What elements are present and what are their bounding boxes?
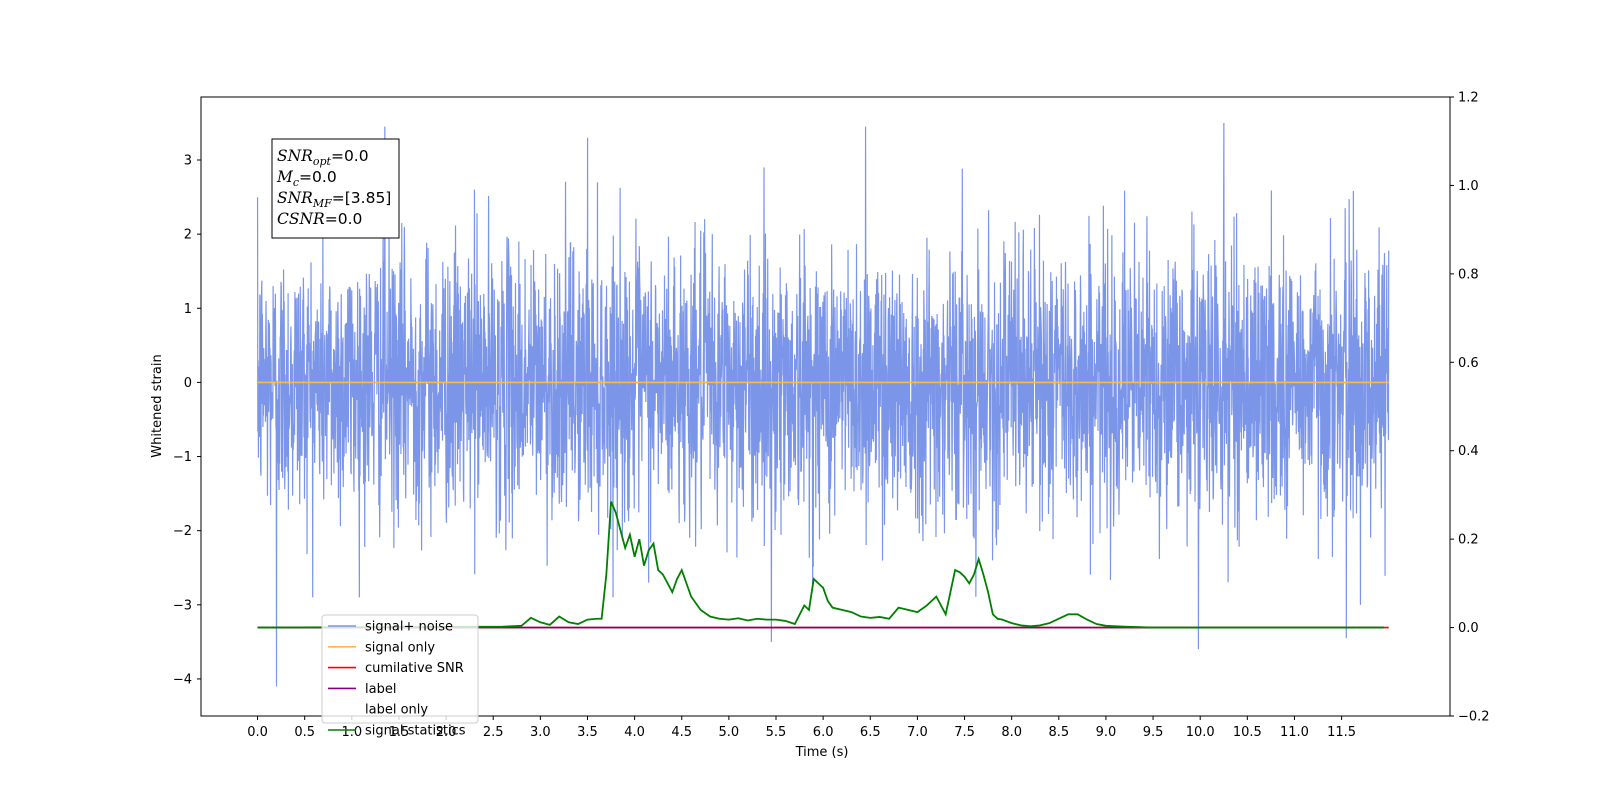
x-tick-label: 5.0 xyxy=(719,725,740,740)
legend-entry: signal statistics xyxy=(365,724,466,739)
x-tick-label: 2.5 xyxy=(483,725,504,740)
annotation-line: Mc=0.0 xyxy=(276,168,337,189)
x-tick-label: 7.0 xyxy=(907,725,928,740)
annotation-subscript: opt xyxy=(313,155,332,168)
x-tick-label: 7.5 xyxy=(954,725,975,740)
annotation-value: =0.0 xyxy=(299,168,337,186)
x-tick-label: 1.5 xyxy=(389,725,410,740)
y-tick-label-left: −1 xyxy=(173,450,192,465)
annotation-subscript: MF xyxy=(312,197,332,210)
y-tick-label-left: −2 xyxy=(173,524,192,539)
legend-entry: signal only xyxy=(365,640,435,655)
y-tick-label-right: −0.2 xyxy=(1458,710,1490,725)
x-axis-label: Time (s) xyxy=(795,745,849,760)
y-tick-label-left: 1 xyxy=(184,302,192,317)
x-tick-label: 4.5 xyxy=(671,725,692,740)
x-tick-label: 8.5 xyxy=(1048,725,1069,740)
legend: signal+ noise signal only cumilative SNR la… xyxy=(321,614,479,739)
annotation-frame xyxy=(271,138,400,239)
y-tick-label-right: 0.2 xyxy=(1458,533,1479,548)
y-tick-label-left: 3 xyxy=(184,154,192,169)
y-tick-label-right: 0.4 xyxy=(1458,444,1479,459)
series-line-signal-statistics xyxy=(257,501,1385,629)
plot-frame xyxy=(200,96,1451,717)
x-tick-label: 3.5 xyxy=(577,725,598,740)
x-tick-label: 6.5 xyxy=(860,725,881,740)
annotation-line: SNRopt=0.0 xyxy=(277,147,369,168)
y-tick-label-right: 0.8 xyxy=(1458,267,1479,282)
y-tick-label-left: −4 xyxy=(173,672,192,687)
y-tick-label-right: 0.6 xyxy=(1458,356,1479,371)
annotation-symbol: M xyxy=(276,168,294,186)
legend-entry: signal+ noise xyxy=(365,620,453,635)
legend-entry: cumilative SNR xyxy=(365,661,464,676)
annotation-symbol: SNR xyxy=(277,147,313,165)
x-tick-label: 11.0 xyxy=(1280,725,1309,740)
y-tick-label-right: 1.2 xyxy=(1458,91,1479,106)
annotation-value: =0.0 xyxy=(325,210,363,228)
x-tick-label: 4.0 xyxy=(624,725,645,740)
y-axis-label: Whitened strain xyxy=(150,354,165,457)
x-tick-label: 10.5 xyxy=(1233,725,1262,740)
annotation-value: =[3.85] xyxy=(332,189,392,207)
x-tick-label: 1.0 xyxy=(341,725,362,740)
series-line-signal-noise xyxy=(256,122,1390,687)
annotation-subscript: c xyxy=(293,176,299,189)
legend-entry: label xyxy=(365,682,396,697)
x-tick-label: 6.0 xyxy=(813,725,834,740)
y-tick-label-left: 2 xyxy=(184,228,192,243)
y-tick-label-left: 0 xyxy=(184,376,192,391)
legend-entry: label only xyxy=(365,703,428,718)
annotation-symbol: SNR xyxy=(277,189,313,207)
x-tick-label: 9.5 xyxy=(1143,725,1164,740)
x-tick-label: 2.0 xyxy=(436,725,457,740)
x-tick-label: 3.0 xyxy=(530,725,551,740)
annotation-line: CSNR=0.0 xyxy=(277,210,362,228)
x-tick-label: 5.5 xyxy=(766,725,787,740)
annotation-symbol: CSNR xyxy=(277,210,325,228)
y-tick-label-left: −3 xyxy=(173,598,192,613)
y-tick-label-right: 0.0 xyxy=(1458,621,1479,636)
x-tick-label: 0.0 xyxy=(247,725,268,740)
y-tick-label-right: 1.0 xyxy=(1458,179,1479,194)
annotation-line: SNRMF=[3.85] xyxy=(277,189,391,210)
x-tick-label: 9.0 xyxy=(1096,725,1117,740)
x-tick-label: 8.0 xyxy=(1001,725,1022,740)
x-tick-label: 11.5 xyxy=(1327,725,1356,740)
x-tick-label: 0.5 xyxy=(294,725,315,740)
legend-frame xyxy=(321,614,479,724)
annotation-value: =0.0 xyxy=(331,147,369,165)
x-tick-label: 10.0 xyxy=(1186,725,1215,740)
